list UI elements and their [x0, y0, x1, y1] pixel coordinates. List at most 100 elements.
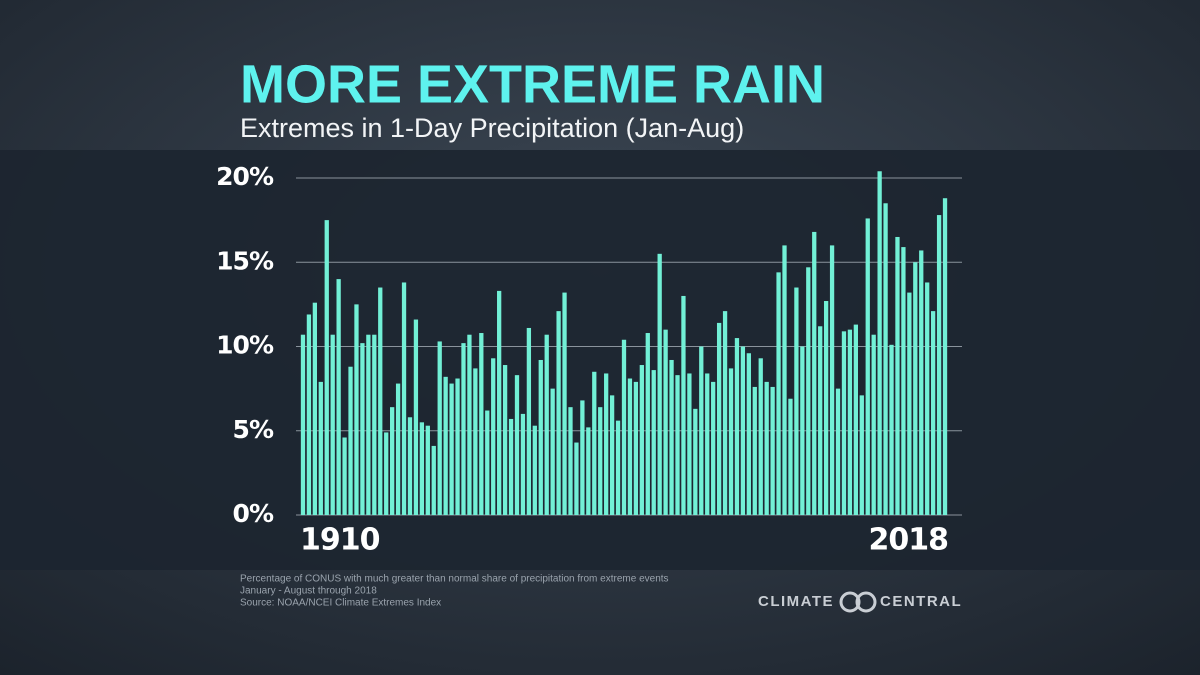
bar — [609, 395, 615, 515]
bar — [853, 324, 858, 515]
bar — [372, 334, 377, 515]
bar — [467, 334, 472, 515]
bar — [455, 378, 460, 515]
bar — [782, 245, 787, 515]
bar — [532, 425, 537, 515]
bar — [449, 383, 454, 515]
x-tick-label: 2018 — [869, 523, 949, 558]
bar — [360, 343, 365, 515]
bar — [901, 247, 906, 515]
bar — [806, 267, 811, 515]
bar — [669, 359, 674, 515]
bar — [508, 418, 514, 515]
bar — [461, 343, 466, 515]
chart-subtitle: Extremes in 1-Day Precipitation (Jan-Aug… — [240, 113, 744, 143]
bar — [485, 410, 490, 515]
bar — [835, 388, 841, 515]
bar — [823, 301, 829, 515]
bar — [336, 279, 341, 515]
bar — [598, 407, 603, 515]
bar — [318, 381, 323, 515]
bar — [794, 287, 799, 515]
bar — [675, 375, 680, 515]
bar — [758, 358, 763, 515]
y-tick-label: 15% — [216, 246, 274, 275]
logo-text: CENTRAL — [880, 593, 962, 610]
bar — [366, 334, 371, 515]
bar — [764, 381, 769, 515]
bar — [942, 198, 948, 515]
bar — [907, 292, 912, 515]
bar — [930, 311, 936, 515]
bar — [419, 422, 425, 515]
bar — [615, 420, 621, 515]
bar — [770, 386, 775, 515]
bar — [645, 333, 650, 515]
bar — [407, 417, 413, 515]
bar — [544, 334, 549, 515]
bar — [889, 344, 894, 515]
bar — [788, 398, 793, 515]
y-tick-label: 10% — [216, 331, 274, 360]
y-tick-label: 5% — [233, 415, 274, 444]
bar — [342, 437, 347, 515]
bar — [925, 282, 930, 515]
bar — [354, 304, 359, 515]
footnote: January - August through 2018 — [240, 586, 377, 597]
bar — [550, 388, 555, 515]
bar — [818, 326, 823, 515]
bar — [306, 314, 312, 515]
bar — [627, 378, 633, 515]
bar — [829, 245, 835, 515]
bar — [568, 407, 573, 515]
bar — [556, 311, 561, 515]
bar — [871, 334, 876, 515]
bar — [919, 250, 924, 515]
bar — [390, 407, 395, 515]
bar — [580, 400, 585, 515]
bar — [401, 282, 407, 515]
bar — [514, 375, 520, 515]
bar — [491, 358, 496, 515]
bar — [936, 215, 942, 515]
bar — [800, 346, 805, 515]
bar — [728, 368, 734, 515]
bar — [847, 329, 853, 515]
bar — [859, 395, 864, 515]
bar — [895, 236, 900, 515]
bar — [651, 370, 656, 515]
logo-ring — [839, 591, 861, 613]
bar — [711, 381, 716, 515]
bar — [699, 346, 704, 515]
x-tick-label: 1910 — [300, 523, 380, 558]
bar — [431, 445, 436, 515]
bar — [586, 427, 591, 515]
bar — [705, 373, 710, 515]
bar — [621, 339, 627, 515]
bar — [663, 329, 668, 515]
bar — [812, 231, 817, 516]
bar — [681, 295, 686, 515]
bar — [473, 368, 478, 515]
bar — [752, 386, 757, 515]
bar — [687, 373, 692, 515]
logo — [839, 591, 877, 613]
bar — [716, 322, 722, 515]
bar — [330, 334, 335, 515]
bar — [734, 338, 740, 515]
bar — [425, 425, 430, 515]
bar — [497, 290, 502, 515]
bar — [502, 365, 508, 515]
footnote: Source: NOAA/NCEI Climate Extremes Index — [240, 598, 441, 609]
y-tick-label: 20% — [216, 162, 274, 191]
bar — [384, 432, 389, 515]
bar — [639, 365, 644, 515]
y-tick-label: 0% — [233, 499, 274, 528]
bar — [479, 333, 484, 515]
footnote: Percentage of CONUS with much greater th… — [240, 574, 669, 585]
bar — [395, 383, 401, 515]
logo-text: CLIMATE — [758, 593, 834, 610]
bar — [913, 262, 918, 515]
bar — [562, 292, 567, 515]
